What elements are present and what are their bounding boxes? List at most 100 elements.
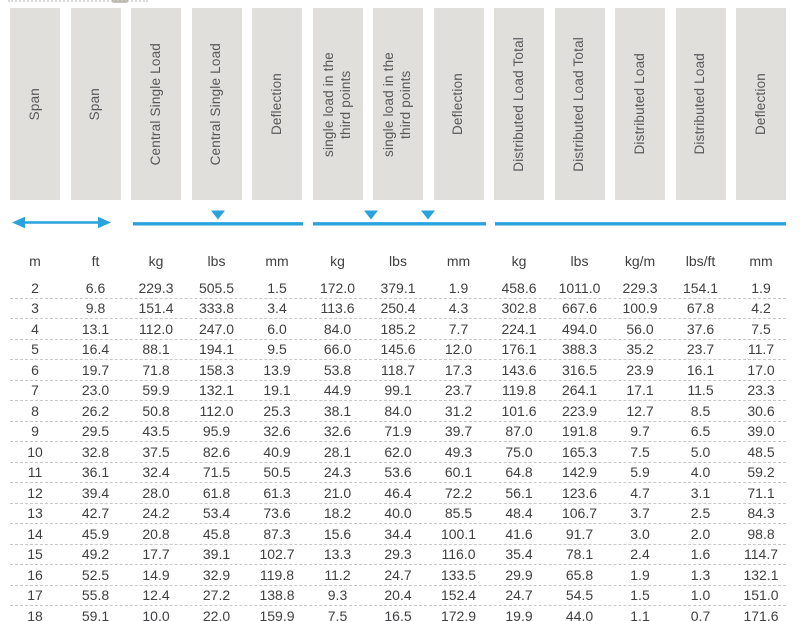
table-row: 13 42.7 24.2 53.4 73.6 18.2 40.0 85.5 48.4 106.7 3…	[10, 504, 786, 524]
column-header: Span	[10, 8, 60, 200]
table-cell: 223.9	[561, 402, 598, 419]
table-row: 4 13.1 112.0 247.0 6.0 84.0 185.2 7.7 224.1 494.0…	[10, 319, 786, 340]
table-cell: 39.4	[81, 484, 110, 501]
table-row: 8 26.2 50.8 112.0 25.3 38.1 84.0 31.2 101.6 223.9…	[10, 401, 786, 422]
table-cell: 28.0	[142, 484, 170, 501]
table-cell: 18	[27, 607, 43, 621]
table-cell: 72.2	[444, 484, 473, 501]
table-cell: 17.0	[747, 361, 775, 378]
table-cell: 75.0	[505, 443, 533, 460]
table-cell: 50.5	[263, 464, 291, 481]
table-cell: 143.6	[501, 361, 537, 378]
table-cell: 56.0	[626, 320, 654, 337]
table-cell: 100.1	[440, 525, 477, 542]
table-cell: 14.9	[142, 566, 170, 583]
table-cell: 73.6	[263, 505, 291, 522]
column-header-label: Central Single Load	[147, 42, 163, 166]
table-cell: 171.6	[743, 607, 779, 621]
column-header: single load in the third points	[373, 8, 423, 200]
table-cell: 16.4	[81, 341, 110, 358]
table-cell: 7.5	[327, 607, 348, 621]
unit-label: kg	[148, 253, 164, 269]
cropped-text-artifact-mark	[112, 0, 128, 3]
table-cell: 6.6	[85, 279, 106, 296]
column-header: Distributed Load	[615, 8, 665, 200]
column-header-label: Deflection	[268, 72, 284, 136]
table-cell: 71.5	[202, 464, 231, 481]
table-cell: 172.0	[319, 279, 356, 296]
table-cell: 19.1	[263, 382, 291, 399]
column-headers-row: Span Span Central Single Load Central Singl…	[10, 8, 786, 200]
table-cell: 250.4	[380, 300, 416, 317]
third-point-loads-diagram-icon	[313, 210, 486, 226]
table-cell: 151.4	[138, 300, 174, 317]
table-cell: 152.4	[440, 587, 477, 604]
table-cell: 7.7	[448, 320, 469, 337]
table-cell: 5.9	[630, 464, 650, 481]
table-row: 9 29.5 43.5 95.9 32.6 32.6 71.9 39.7 87.0 191.8 9.…	[10, 422, 786, 442]
table-cell: 2.0	[690, 525, 711, 542]
table-cell: 30.6	[747, 402, 775, 419]
table-cell: 48.4	[505, 505, 533, 522]
table-cell: 176.1	[501, 341, 537, 358]
column-header-label: Central Single Load	[208, 42, 224, 166]
unit-label: mm	[446, 253, 471, 269]
table-cell: 2.4	[630, 546, 650, 563]
table-cell: 7.5	[630, 443, 650, 460]
table-cell: 98.8	[747, 525, 775, 542]
column-header-label: Distributed Load Total	[510, 36, 526, 172]
table-row: 15 49.2 17.7 39.1 102.7 13.3 29.3 116.0 35.4 78.1…	[10, 545, 786, 565]
unit-label: lbs	[389, 253, 407, 269]
table-cell: 191.8	[561, 423, 598, 440]
table-cell: 1.5	[267, 279, 287, 296]
table-cell: 0.7	[690, 607, 711, 621]
table-cell: 11.5	[687, 382, 714, 399]
table-cell: 39.1	[202, 546, 231, 563]
table-cell: 59.1	[81, 607, 110, 621]
table-cell: 3.0	[630, 525, 650, 542]
table-cell: 133.5	[440, 566, 477, 583]
table-cell: 46.4	[384, 484, 412, 501]
table-cell: 61.3	[263, 484, 291, 501]
table-cell: 32.6	[323, 423, 352, 440]
table-cell: 32.9	[202, 566, 231, 583]
table-cell: 3.7	[630, 505, 650, 522]
table-cell: 24.7	[505, 587, 533, 604]
table-cell: 67.8	[686, 300, 715, 317]
table-cell: 40.0	[384, 505, 412, 522]
unit-label: mm	[749, 253, 773, 269]
table-cell: 1.6	[690, 546, 711, 563]
table-cell: 71.8	[142, 361, 170, 378]
table-cell: 44.9	[323, 382, 352, 399]
table-cell: 37.6	[686, 320, 715, 337]
column-header: Deflection	[433, 8, 484, 200]
unit-label: mm	[265, 253, 289, 269]
table-cell: 138.8	[259, 587, 295, 604]
table-cell: 34.4	[384, 525, 412, 542]
table-row: 11 36.1 32.4 71.5 50.5 24.3 53.6 60.1 64.8 142.9 5…	[10, 463, 786, 483]
table-cell: 247.0	[198, 320, 235, 337]
table-cell: 11.2	[324, 566, 351, 583]
table-cell: 45.9	[81, 525, 110, 542]
table-cell: 20.4	[384, 587, 412, 604]
table-row: 18 59.1 10.0 22.0 159.9 7.5 16.5 172.9 19.9 44.0 1…	[10, 606, 786, 621]
table-cell: 38.1	[323, 402, 352, 419]
table-cell: 25.3	[263, 402, 291, 419]
table-cell: 31.2	[444, 402, 473, 419]
column-header: Deflection	[736, 8, 786, 200]
table-cell: 16.1	[686, 361, 715, 378]
table-cell: 19.9	[505, 607, 533, 621]
table-cell: 224.1	[501, 320, 537, 337]
table-cell: 87.0	[505, 423, 533, 440]
load-diagrams	[12, 210, 786, 229]
table-cell: 9.8	[85, 300, 106, 317]
table-cell: 32.4	[142, 464, 170, 481]
table-cell: 99.1	[384, 382, 412, 399]
table-cell: 85.5	[444, 505, 473, 522]
table-cell: 194.1	[198, 341, 235, 358]
table-cell: 61.8	[202, 484, 231, 501]
table-cell: 56.1	[505, 484, 533, 501]
table-cell: 151.0	[743, 587, 779, 604]
column-header-label: Span	[87, 87, 103, 121]
